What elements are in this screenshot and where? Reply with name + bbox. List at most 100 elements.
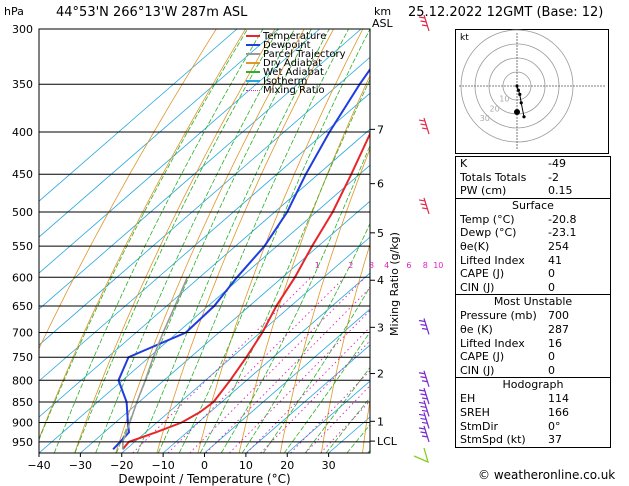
mixing-ratio-label: 3 [369,261,374,270]
pressure-tick-label: 950 [12,436,33,449]
pressure-tick-label: 900 [12,416,33,429]
legend-swatch [246,44,260,46]
index-value: 166 [548,405,569,419]
x-tick-label: 10 [239,459,253,472]
index-row: Lifted Index 16 [456,337,610,351]
chart-legend: Temperature Dewpoint Parcel Trajectory Dry … [246,31,346,96]
index-label: θe (K) [460,322,493,336]
x-tick-label: −10 [152,459,175,472]
pressure-tick-label: 550 [12,240,33,253]
hodograph-ring-label: 10 [499,95,509,104]
index-row: PW (cm) 0.15 [456,184,610,198]
wind-barb [418,425,430,443]
index-row: StmDir 0° [456,420,610,434]
x-tick-label: 0 [201,459,208,472]
isotherm-line [287,380,370,453]
index-label: Lifted Index [460,253,525,267]
wet-adiabat-line [116,29,312,453]
km-tick-label: 1 [377,415,384,428]
index-value: 0 [548,350,555,364]
legend-label: Wet Adiabat [263,67,324,78]
asl-label: ASL [372,17,393,30]
wind-barb [418,117,430,135]
wet-adiabat-line [157,29,349,453]
pressure-tick-label: 500 [12,206,33,219]
wet-adiabat-line [241,222,370,453]
hodograph-section: Hodograph EH 114 SREH 166 StmDir 0° StmSpd (kt… [456,377,610,446]
legend-label: Temperature [263,31,327,42]
legend-label: Dewpoint [263,40,311,51]
index-row: K -49 [456,157,610,171]
pressure-tick-label: 450 [12,168,33,181]
indices-top: K -49 Totals Totals -2 PW (cm) 0.15 [456,157,610,198]
legend-item: Parcel Trajectory [246,50,346,60]
legend-swatch [246,53,260,55]
km-label: km [374,5,392,18]
x-tick-label: 20 [280,459,294,472]
index-label: PW (cm) [460,184,507,198]
dry-adiabat-line [321,242,370,453]
wind-barb [418,370,430,387]
mixing-ratio-label: 8 [423,261,428,270]
index-value: 0° [548,419,561,433]
hodograph-frame [455,29,609,154]
pressure-tick-label: 350 [12,78,33,91]
index-value: 41 [548,253,562,267]
legend-swatch [246,35,260,37]
index-label: StmDir [460,419,499,433]
index-label: EH [460,392,476,406]
pressure-tick-label: 400 [12,126,33,139]
index-row: Totals Totals -2 [456,171,610,185]
surface-section: Surface Temp (°C) -20.8 Dewp (°C) -23.1 θe(K… [456,197,610,295]
index-row: Lifted Index 41 [456,254,610,268]
index-value: 16 [548,336,562,350]
x-tick-label: −30 [69,459,92,472]
hodograph-point [519,101,523,105]
pressure-tick-label: 650 [12,300,33,313]
index-row: CIN (J) 0 [456,364,610,378]
isotherm-line [39,92,370,382]
wet-adiabat-line [178,29,370,453]
mixing-ratio-line [205,287,370,453]
dry-adiabat-line [279,147,370,453]
surface-wind-barb [413,447,430,464]
hodograph-point [522,115,526,119]
mixing-ratio-label: 10 [433,261,443,270]
index-label: Totals Totals [460,170,527,184]
hodograph-point [515,84,519,88]
hodograph-ring-label: 30 [480,114,490,123]
index-row: SREH 166 [456,406,610,420]
wet-adiabat-line [262,285,370,453]
legend-label: Mixing Ratio [263,85,325,96]
wet-adiabat-line [74,29,279,453]
index-value: 287 [548,322,569,336]
index-label: CIN (J) [460,280,495,294]
hpa-unit-label: hPa [4,5,24,18]
index-value: 0 [548,267,555,281]
legend-swatch [246,80,260,82]
datetime-title: 25.12.2022 12GMT (Base: 12) [408,5,604,20]
wet-adiabat-line [136,29,330,453]
isotherm-line [121,236,370,453]
hodograph-point [516,88,520,92]
index-row: Pressure (mb) 700 [456,309,610,323]
x-tick-label: 30 [322,459,336,472]
wet-adiabat-line [325,396,370,453]
wind-barb [418,387,430,405]
isotherm-line [39,56,370,346]
mixing-ratio-line [246,326,370,453]
dry-adiabat-line [362,398,370,453]
index-value: 114 [548,392,569,406]
km-tick-label: 7 [377,123,384,136]
mixing-ratio-line [132,276,312,453]
mixing-ratio-line [260,340,370,453]
index-value: -2 [548,170,559,184]
footer-credit: © weatheronline.co.uk [478,468,616,482]
mixing-ratio-axis-label: Mixing Ratio (g/kg) [388,232,401,336]
index-label: StmSpd (kt) [460,433,526,447]
wet-adiabat-line [199,78,370,453]
mixing-ratio-line [167,276,346,453]
index-label: Temp (°C) [460,212,515,226]
isotherm-line [39,29,238,202]
pressure-tick-label: 700 [12,326,33,339]
